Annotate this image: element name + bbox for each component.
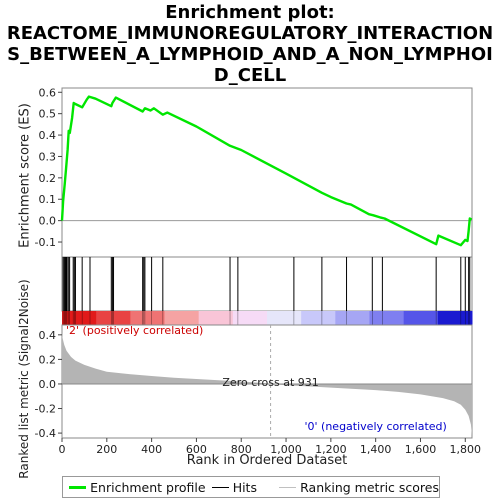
rank-bar-segment (198, 311, 234, 325)
legend-swatch-ranking-metric (278, 486, 297, 488)
positive-correlation-label: '2' (positively correlated) (66, 324, 203, 337)
rank-bar-segment (335, 311, 370, 325)
rank-bar-segment (369, 311, 405, 325)
x-tick-label: 800 (231, 443, 252, 456)
x-tick-label: 1,400 (360, 443, 392, 456)
rank-bar-segment (164, 311, 200, 325)
hits-frame (61, 256, 473, 312)
x-tick-label: 1,000 (270, 443, 302, 456)
legend-label-ranking-metric: Ranking metric scores (300, 479, 440, 495)
es-y-tick-label: 0.6 (39, 86, 57, 99)
x-tick-label: 0 (59, 443, 66, 456)
legend-swatch-enrichment-profile (69, 485, 87, 489)
metric-y-tick-label: -0.2 (35, 403, 56, 416)
es-y-tick-label: 0.0 (39, 215, 57, 228)
rank-color-bar (62, 311, 473, 325)
zero-cross-label: Zero cross at 931 (222, 376, 318, 389)
x-tick-label: 1,600 (405, 443, 437, 456)
x-tick-label: 400 (141, 443, 162, 456)
rank-bar-segment (301, 311, 336, 325)
title-line: S_BETWEEN_A_LYMPHOID_AND_A_NON_LYMPHOI (7, 44, 493, 65)
metric-panel: -0.4 -0.2 0.0 0.2 0.4 Zero cross at 931 '2' (p… (35, 324, 473, 440)
legend-label-enrichment-profile: Enrichment profile (90, 479, 206, 495)
title-line: REACTOME_IMMUNOREGULATORY_INTERACTION (6, 23, 494, 44)
es-y-tick-label: 0.4 (39, 129, 57, 142)
metric-y-tick-label: -0.4 (35, 427, 56, 440)
negative-correlation-label: '0' (negatively correlated) (305, 420, 447, 433)
rank-bar-segment (232, 311, 268, 325)
es-y-tick-label: -0.1 (35, 236, 56, 249)
rank-bar-segment (130, 311, 165, 325)
rank-bar-segment (403, 311, 439, 325)
hits-panel (61, 256, 473, 312)
x-tick-label: 1,800 (450, 443, 482, 456)
enrichment-profile-line (60, 95, 473, 247)
title-line: Enrichment plot: (165, 2, 335, 23)
legend-swatch-hits (211, 486, 229, 488)
x-tick-label: 200 (96, 443, 117, 456)
x-tick-label: 600 (186, 443, 207, 456)
rank-bar-segment (267, 311, 302, 325)
x-axis-label: Rank in Ordered Dataset (186, 453, 348, 468)
title-line: D_CELL (213, 65, 287, 86)
es-y-tick-label: 0.2 (39, 172, 57, 185)
es-y-tick-label: 0.3 (39, 150, 57, 163)
es-y-tick-label: 0.5 (39, 108, 57, 121)
x-tick-label: 1,200 (315, 443, 347, 456)
rank-bar-segment (62, 311, 97, 325)
legend-label-hits: Hits (232, 479, 257, 495)
metric-y-tick-label: 0.4 (39, 329, 57, 342)
es-panel: -0.1 0.0 0.1 0.2 0.3 0.4 0.5 0.6 (35, 86, 473, 258)
es-y-tick-label: 0.1 (39, 193, 57, 206)
rank-bar-segment (437, 311, 473, 325)
metric-y-tick-label: 0.2 (39, 353, 57, 366)
legend: Enrichment profile Hits Ranking metric s… (62, 476, 440, 498)
chart-title: Enrichment plot: REACTOME_IMMUNOREGULATO… (0, 2, 500, 86)
x-axis: 0 200 400 600 800 1,000 1,200 1,400 1,600 1,800 (59, 438, 482, 456)
metric-y-tick-label: 0.0 (39, 378, 57, 391)
